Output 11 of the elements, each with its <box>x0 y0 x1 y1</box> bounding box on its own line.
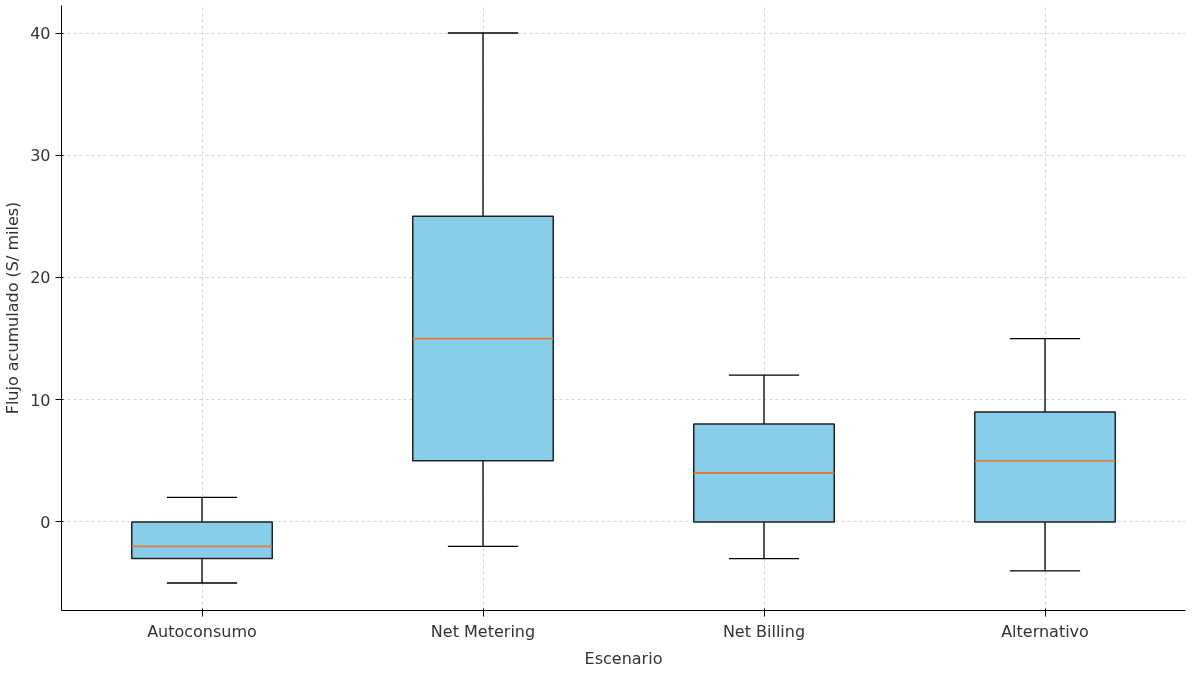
x-tick-label: Net Billing <box>722 621 806 641</box>
x-axis-title: Escenario <box>584 648 663 668</box>
y-tick-label: 40 <box>30 24 51 43</box>
y-tick-label: 0 <box>40 512 51 532</box>
y-tick-label: 20 <box>30 268 51 288</box>
y-axis-title: Flujo acumulado (S/ miles) <box>3 201 23 415</box>
y-tick-label: 30 <box>30 146 51 166</box>
x-tick-label: Net Metering <box>430 621 536 641</box>
y-tick-label: 10 <box>30 390 51 410</box>
x-tick-label: Alternativo <box>1001 621 1089 641</box>
x-tick-label: Autoconsumo <box>147 621 257 641</box>
